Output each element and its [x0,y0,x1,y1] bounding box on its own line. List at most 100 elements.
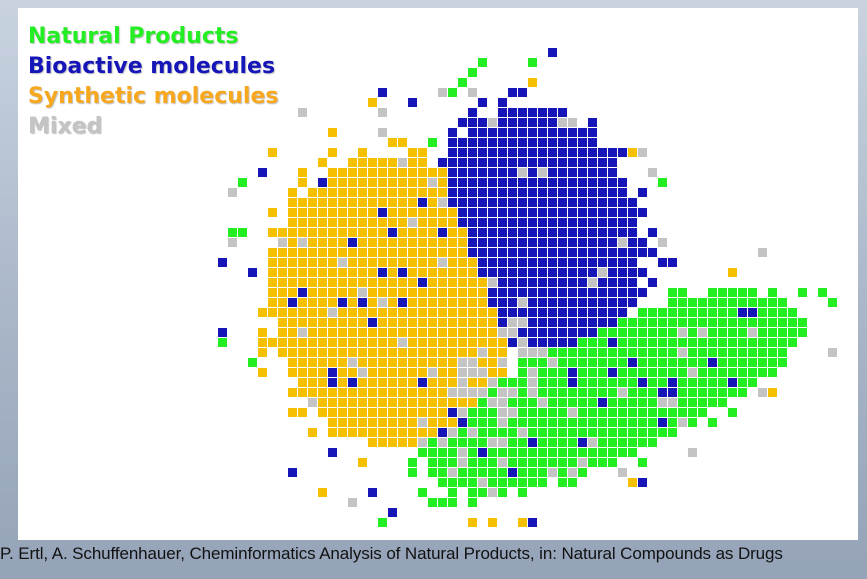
map-cell [288,358,297,367]
map-cell [528,428,537,437]
map-cell [618,308,627,317]
map-cell [258,368,267,377]
map-cell [318,288,327,297]
map-cell [778,318,787,327]
chemical-space-map [218,48,837,527]
map-cell [378,128,387,137]
map-cell [548,128,557,137]
map-cell [548,158,557,167]
map-cell [628,378,637,387]
map-cell [508,308,517,317]
map-cell [478,198,487,207]
map-cell [538,448,547,457]
map-cell [488,238,497,247]
map-cell [428,138,437,147]
map-cell [528,158,537,167]
map-cell [758,338,767,347]
map-cell [608,348,617,357]
map-cell [508,178,517,187]
map-cell [358,158,367,167]
map-cell [428,228,437,237]
map-cell [498,448,507,457]
map-cell [248,358,257,367]
map-cell [608,408,617,417]
map-cell [358,228,367,237]
map-cell [398,198,407,207]
map-cell [268,338,277,347]
map-cell [408,368,417,377]
map-cell [378,358,387,367]
map-cell [438,348,447,357]
map-cell [318,188,327,197]
map-cell [718,368,727,377]
map-cell [418,448,427,457]
map-cell [538,208,547,217]
map-cell [588,328,597,337]
map-cell [638,418,647,427]
map-cell [318,158,327,167]
map-cell [328,268,337,277]
map-cell [758,318,767,327]
map-cell [708,288,717,297]
map-cell [278,298,287,307]
map-cell [698,398,707,407]
map-cell [428,198,437,207]
map-cell [378,228,387,237]
map-cell [498,208,507,217]
map-cell [618,468,627,477]
map-cell [358,298,367,307]
map-cell [498,398,507,407]
map-cell [288,238,297,247]
map-cell [438,358,447,367]
map-cell [448,478,457,487]
map-cell [498,428,507,437]
map-cell [238,228,247,237]
map-cell [438,368,447,377]
map-cell [598,178,607,187]
map-cell [398,398,407,407]
map-cell [578,328,587,337]
map-cell [618,408,627,417]
map-cell [268,288,277,297]
map-cell [628,218,637,227]
map-cell [308,428,317,437]
map-cell [548,208,557,217]
map-cell [588,228,597,237]
map-cell [278,228,287,237]
map-cell [488,378,497,387]
map-cell [308,368,317,377]
map-cell [498,138,507,147]
map-cell [368,308,377,317]
map-cell [368,378,377,387]
map-cell [498,328,507,337]
map-cell [628,388,637,397]
map-cell [298,298,307,307]
map-cell [298,108,307,117]
map-cell [368,428,377,437]
map-cell [448,128,457,137]
map-cell [288,248,297,257]
map-cell [448,198,457,207]
map-cell [548,278,557,287]
map-cell [338,308,347,317]
map-cell [558,108,567,117]
map-cell [548,138,557,147]
map-cell [518,428,527,437]
map-cell [628,258,637,267]
map-cell [308,288,317,297]
map-cell [598,448,607,457]
map-cell [298,318,307,327]
map-cell [558,158,567,167]
map-cell [518,398,527,407]
map-cell [568,358,577,367]
map-cell [398,228,407,237]
map-cell [708,338,717,347]
map-cell [348,378,357,387]
map-cell [488,248,497,257]
map-cell [538,308,547,317]
map-cell [298,348,307,357]
map-cell [408,268,417,277]
map-cell [538,468,547,477]
map-cell [538,258,547,267]
map-cell [558,228,567,237]
